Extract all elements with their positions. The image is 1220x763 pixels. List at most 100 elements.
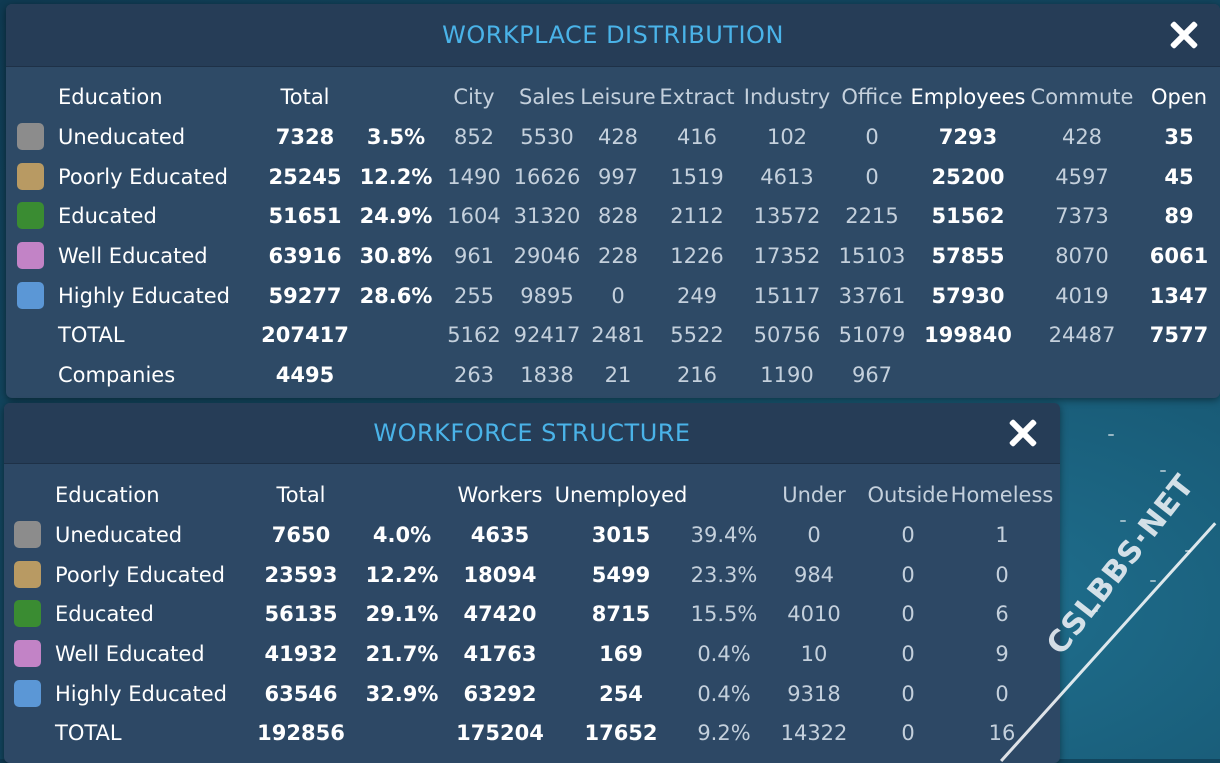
leisure-value: 2481 — [591, 323, 645, 347]
extract-value: 2112 — [670, 204, 724, 228]
row-label: Poorly Educated — [55, 563, 225, 587]
homeless-value: 0 — [995, 563, 1009, 587]
sales-value: 92417 — [513, 323, 581, 347]
total-value: 63916 — [268, 244, 342, 268]
city-value: 5162 — [447, 323, 501, 347]
row-label: Well Educated — [55, 642, 205, 666]
total-value: 63546 — [264, 682, 338, 706]
office-value: 15103 — [838, 244, 906, 268]
close-icon[interactable] — [1005, 415, 1041, 451]
unemployed-percent-value: 15.5% — [690, 602, 758, 626]
total-value: 192856 — [257, 721, 345, 745]
header-total: Total — [280, 85, 330, 109]
leisure-value: 21 — [604, 363, 632, 387]
extract-value: 416 — [676, 125, 718, 149]
header-city: City — [453, 85, 495, 109]
industry-value: 15117 — [753, 284, 821, 308]
workers-value: 47420 — [463, 602, 537, 626]
workforce-titlebar[interactable]: WORKFORCE STRUCTURE — [4, 403, 1060, 464]
close-icon[interactable] — [1166, 17, 1202, 53]
industry-value: 13572 — [753, 204, 821, 228]
unemployed-percent-value: 23.3% — [690, 563, 758, 587]
open-value: 89 — [1164, 204, 1194, 228]
extract-value: 216 — [676, 363, 718, 387]
total-value: 25245 — [268, 165, 342, 189]
header-education: Education — [55, 483, 160, 507]
open-value: 7577 — [1149, 323, 1209, 347]
extract-value: 5522 — [670, 323, 724, 347]
education-color-swatch — [14, 561, 41, 588]
percent-value: 12.2% — [359, 165, 433, 189]
under-value: 9318 — [787, 682, 841, 706]
education-color-swatch — [17, 163, 44, 190]
percent-value: 32.9% — [365, 682, 439, 706]
header-unemployed: Unemployed — [554, 483, 688, 507]
header-extract: Extract — [659, 85, 735, 109]
outside-value: 0 — [901, 721, 915, 745]
workforce-title: WORKFORCE STRUCTURE — [373, 419, 691, 447]
extract-value: 1226 — [670, 244, 724, 268]
companies-row-label: Companies — [58, 363, 176, 387]
workers-value: 63292 — [463, 682, 537, 706]
education-color-swatch — [17, 202, 44, 229]
total-value: 41932 — [264, 642, 338, 666]
office-value: 33761 — [838, 284, 906, 308]
under-value: 984 — [793, 563, 835, 587]
industry-value: 4613 — [760, 165, 814, 189]
unemployed-value: 5499 — [591, 563, 651, 587]
percent-value: 24.9% — [359, 204, 433, 228]
header-industry: Industry — [743, 85, 831, 109]
office-value: 0 — [865, 165, 879, 189]
sales-value: 16626 — [513, 165, 581, 189]
commute-value: 428 — [1061, 125, 1103, 149]
workplace-title: WORKPLACE DISTRIBUTION — [442, 21, 784, 49]
percent-value: 21.7% — [365, 642, 439, 666]
city-value: 255 — [453, 284, 495, 308]
percent-value: 3.5% — [366, 125, 426, 149]
total-value: 4495 — [275, 363, 335, 387]
percent-value: 12.2% — [365, 563, 439, 587]
total-value: 7650 — [271, 523, 331, 547]
office-value: 2215 — [845, 204, 899, 228]
percent-value: 30.8% — [359, 244, 433, 268]
education-color-swatch — [17, 282, 44, 309]
city-value: 263 — [453, 363, 495, 387]
city-value: 1490 — [447, 165, 501, 189]
workers-value: 18094 — [463, 563, 537, 587]
workers-value: 175204 — [456, 721, 544, 745]
homeless-value: 9 — [995, 642, 1009, 666]
percent-value: 4.0% — [372, 523, 432, 547]
workplace-titlebar[interactable]: WORKPLACE DISTRIBUTION — [6, 4, 1220, 67]
unemployed-percent-value: 0.4% — [697, 682, 751, 706]
sales-value: 9895 — [520, 284, 574, 308]
education-color-swatch — [17, 123, 44, 150]
city-value: 1604 — [447, 204, 501, 228]
outside-value: 0 — [901, 523, 915, 547]
total-value: 56135 — [264, 602, 338, 626]
total-value: 7328 — [275, 125, 335, 149]
sales-value: 1838 — [520, 363, 574, 387]
unemployed-value: 8715 — [591, 602, 651, 626]
row-label: Well Educated — [58, 244, 208, 268]
header-employees: Employees — [910, 85, 1026, 109]
water-speck — [1108, 434, 1114, 436]
office-value: 51079 — [838, 323, 906, 347]
education-color-swatch — [14, 680, 41, 707]
industry-value: 50756 — [753, 323, 821, 347]
unemployed-value: 17652 — [584, 721, 658, 745]
commute-value: 4597 — [1055, 165, 1109, 189]
under-value: 10 — [800, 642, 828, 666]
header-homeless: Homeless — [950, 483, 1054, 507]
office-value: 967 — [851, 363, 893, 387]
education-color-swatch — [17, 242, 44, 269]
total-row-label: TOTAL — [58, 323, 125, 347]
commute-value: 8070 — [1055, 244, 1109, 268]
unemployed-percent-value: 9.2% — [697, 721, 751, 745]
row-label: Educated — [58, 204, 157, 228]
unemployed-value: 254 — [599, 682, 643, 706]
unemployed-percent-value: 39.4% — [690, 523, 758, 547]
education-color-swatch — [14, 640, 41, 667]
header-open: Open — [1150, 85, 1208, 109]
homeless-value: 6 — [995, 602, 1009, 626]
unemployed-value: 3015 — [591, 523, 651, 547]
